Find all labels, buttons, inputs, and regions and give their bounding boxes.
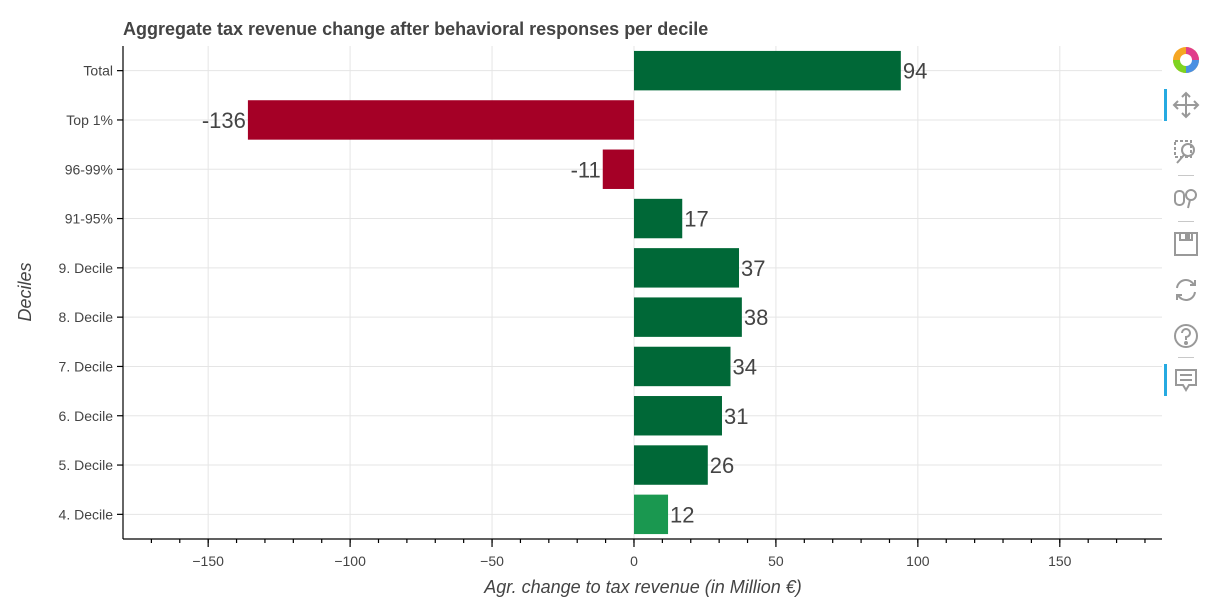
x-tick-label: −50 xyxy=(480,553,504,569)
toolbar-separator xyxy=(1178,357,1194,358)
y-tick-label: Total xyxy=(83,63,113,79)
bar xyxy=(633,396,722,436)
x-tick-label: −150 xyxy=(192,553,224,569)
y-tick-label: Top 1% xyxy=(66,112,113,128)
bar xyxy=(633,50,901,91)
data-label: 38 xyxy=(744,305,768,330)
data-label: 26 xyxy=(710,453,734,478)
pan-icon[interactable] xyxy=(1164,85,1206,125)
data-label: -136 xyxy=(202,108,246,133)
bars xyxy=(247,50,901,535)
data-labels: 94 -136 -11 17 37 38 34 31 26 12 xyxy=(202,59,927,528)
x-axis-label: Agr. change to tax revenue (in Million €… xyxy=(483,577,802,597)
bar xyxy=(633,248,740,288)
data-label: 31 xyxy=(724,404,748,429)
bar xyxy=(633,297,742,337)
data-label: -11 xyxy=(571,157,601,182)
bar xyxy=(247,100,634,140)
axes: −150 −100 −50 0 50 100 150 Total Top 1% 96-99% 91-… xyxy=(59,46,1162,569)
data-label: 94 xyxy=(903,59,927,84)
bar xyxy=(633,494,669,535)
save-icon[interactable] xyxy=(1166,224,1206,264)
bokeh-logo-icon[interactable] xyxy=(1166,40,1206,80)
wheel-zoom-icon[interactable] xyxy=(1166,178,1206,218)
bar xyxy=(633,346,731,387)
box-zoom-icon[interactable] xyxy=(1166,132,1206,172)
x-tick-label: 50 xyxy=(768,553,784,569)
reset-icon[interactable] xyxy=(1166,270,1206,310)
y-tick-label: 5. Decile xyxy=(59,457,114,473)
y-tick-label: 9. Decile xyxy=(59,260,114,276)
y-axis-label: Deciles xyxy=(15,262,35,321)
toolbar-separator xyxy=(1178,221,1194,222)
x-tick-label: −100 xyxy=(334,553,366,569)
bar xyxy=(633,445,708,485)
toolbar-separator xyxy=(1178,175,1194,176)
hover-icon[interactable] xyxy=(1164,360,1206,400)
y-tick-label: 96-99% xyxy=(65,161,113,177)
data-label: 37 xyxy=(741,256,765,281)
data-label: 34 xyxy=(733,354,757,379)
y-tick-label: 7. Decile xyxy=(59,358,114,374)
toolbar xyxy=(1162,40,1208,410)
x-tick-label: 0 xyxy=(630,553,638,569)
bar xyxy=(633,198,683,239)
bar xyxy=(602,149,634,189)
y-tick-label: 4. Decile xyxy=(59,506,114,522)
help-icon[interactable] xyxy=(1166,316,1206,356)
y-tick-label: 6. Decile xyxy=(59,408,114,424)
data-label: 17 xyxy=(684,207,708,232)
x-tick-label: 150 xyxy=(1048,553,1072,569)
chart-title: Aggregate tax revenue change after behav… xyxy=(123,19,708,39)
y-tick-label: 91-95% xyxy=(65,211,113,227)
data-label: 12 xyxy=(670,502,694,527)
y-tick-label: 8. Decile xyxy=(59,309,114,325)
x-tick-label: 100 xyxy=(906,553,930,569)
